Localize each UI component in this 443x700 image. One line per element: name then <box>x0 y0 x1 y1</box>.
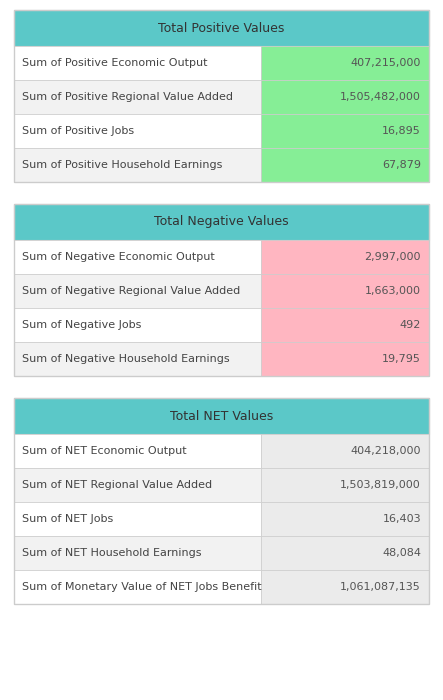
Bar <box>261 502 429 536</box>
Bar <box>14 502 261 536</box>
Bar <box>261 80 429 114</box>
Text: 2,997,000: 2,997,000 <box>365 252 421 262</box>
Bar <box>14 80 261 114</box>
Text: Total Negative Values: Total Negative Values <box>154 216 289 228</box>
Text: Sum of NET Economic Output: Sum of NET Economic Output <box>22 446 187 456</box>
Bar <box>14 148 261 182</box>
Bar <box>261 148 429 182</box>
Bar <box>14 398 429 434</box>
Bar <box>14 468 261 502</box>
Bar <box>261 240 429 274</box>
Text: Sum of Monetary Value of NET Jobs Benefit: Sum of Monetary Value of NET Jobs Benefi… <box>22 582 262 592</box>
Text: 16,403: 16,403 <box>382 514 421 524</box>
Bar <box>261 342 429 376</box>
Bar <box>14 570 261 604</box>
Text: Sum of Negative Regional Value Added: Sum of Negative Regional Value Added <box>22 286 240 296</box>
Text: Sum of Negative Jobs: Sum of Negative Jobs <box>22 320 141 330</box>
Text: Total Positive Values: Total Positive Values <box>158 22 285 34</box>
Bar <box>14 10 429 46</box>
Text: Sum of Positive Household Earnings: Sum of Positive Household Earnings <box>22 160 222 170</box>
Bar <box>261 46 429 80</box>
Bar <box>14 536 261 570</box>
Bar <box>261 114 429 148</box>
Text: 48,084: 48,084 <box>382 548 421 558</box>
Bar <box>14 10 429 182</box>
Bar <box>14 434 261 468</box>
Text: 1,663,000: 1,663,000 <box>365 286 421 296</box>
Bar <box>261 308 429 342</box>
Bar <box>261 434 429 468</box>
Bar <box>14 398 429 604</box>
Bar <box>261 274 429 308</box>
Text: 1,503,819,000: 1,503,819,000 <box>340 480 421 490</box>
Text: Sum of Negative Economic Output: Sum of Negative Economic Output <box>22 252 215 262</box>
Bar <box>261 468 429 502</box>
Text: 16,895: 16,895 <box>382 126 421 136</box>
Bar <box>14 204 429 240</box>
Text: Sum of Positive Jobs: Sum of Positive Jobs <box>22 126 134 136</box>
Text: 1,061,087,135: 1,061,087,135 <box>340 582 421 592</box>
Text: Sum of Positive Regional Value Added: Sum of Positive Regional Value Added <box>22 92 233 102</box>
Bar <box>14 342 261 376</box>
Text: 404,218,000: 404,218,000 <box>350 446 421 456</box>
Text: 407,215,000: 407,215,000 <box>350 58 421 68</box>
Bar <box>14 274 261 308</box>
Text: Sum of Positive Economic Output: Sum of Positive Economic Output <box>22 58 207 68</box>
Bar <box>14 114 261 148</box>
Text: 67,879: 67,879 <box>382 160 421 170</box>
Text: 19,795: 19,795 <box>382 354 421 364</box>
Bar <box>261 536 429 570</box>
Bar <box>14 46 261 80</box>
Text: Sum of Negative Household Earnings: Sum of Negative Household Earnings <box>22 354 229 364</box>
Text: 1,505,482,000: 1,505,482,000 <box>340 92 421 102</box>
Bar <box>14 204 429 376</box>
Text: Sum of NET Regional Value Added: Sum of NET Regional Value Added <box>22 480 212 490</box>
Text: Total NET Values: Total NET Values <box>170 410 273 423</box>
Bar <box>261 570 429 604</box>
Text: Sum of NET Jobs: Sum of NET Jobs <box>22 514 113 524</box>
Bar <box>14 308 261 342</box>
Text: Sum of NET Household Earnings: Sum of NET Household Earnings <box>22 548 202 558</box>
Text: 492: 492 <box>400 320 421 330</box>
Bar <box>14 240 261 274</box>
